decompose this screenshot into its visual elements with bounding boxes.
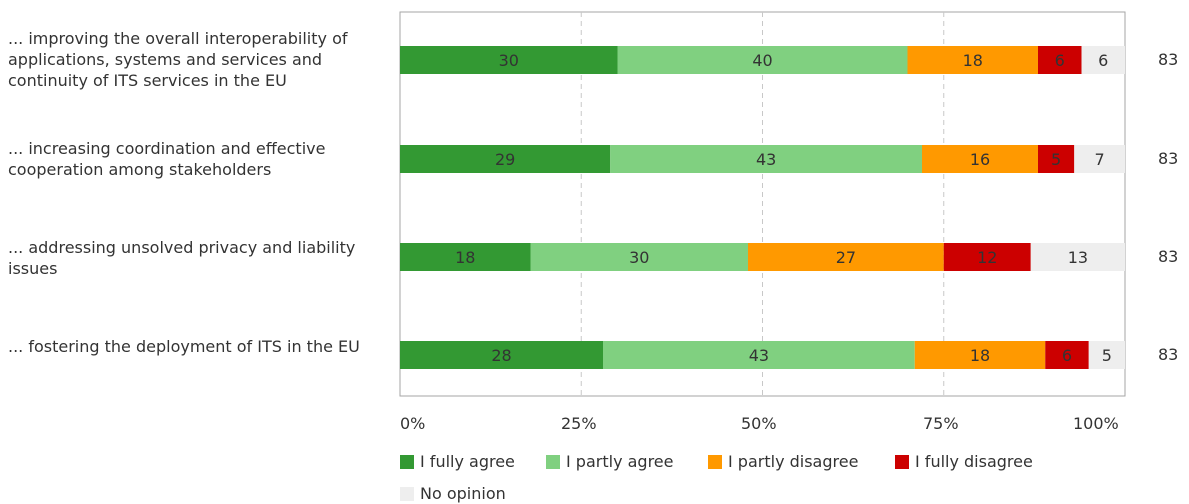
bar-segment [907, 46, 1038, 74]
legend-label: I partly agree [566, 452, 674, 471]
data-label: 18 [970, 346, 990, 365]
category-label-2: ... increasing coordination and effectiv… [8, 139, 326, 179]
bar-segment [530, 243, 748, 271]
legend-item-fully-agree: I fully agree [400, 452, 515, 471]
category-label-3: ... addressing unsolved privacy and liab… [8, 238, 356, 278]
data-label: 18 [963, 51, 983, 70]
legend-swatch [400, 486, 414, 501]
data-label: 13 [1068, 248, 1088, 267]
bar-segment [1038, 46, 1082, 74]
data-label: 43 [756, 150, 776, 169]
data-label: 18 [455, 248, 475, 267]
bar-segment [1081, 46, 1125, 74]
data-label: 6 [1062, 346, 1072, 365]
row-total-3: 83 [1158, 247, 1179, 266]
data-label: 6 [1055, 51, 1065, 70]
row-total-4: 83 [1158, 345, 1179, 364]
legend-swatch [895, 454, 909, 469]
legend-item-partly-agree: I partly agree [546, 452, 674, 471]
bar-segment [922, 145, 1038, 173]
x-tick-100: 100% [1073, 414, 1119, 433]
bar-segment [1045, 341, 1089, 369]
legend-item-no-opinion: No opinion [400, 484, 506, 503]
data-label: 43 [749, 346, 769, 365]
bar-segment [1030, 243, 1125, 271]
bar-segment [943, 243, 1031, 271]
x-tick-50: 50% [741, 414, 777, 433]
data-label: 5 [1051, 150, 1061, 169]
bar-segment [400, 243, 531, 271]
row-total-1: 83 [1158, 50, 1179, 69]
legend-label: No opinion [420, 484, 506, 503]
data-label: 5 [1102, 346, 1112, 365]
legend-label: I fully agree [420, 452, 515, 471]
legend-swatch [546, 454, 560, 469]
category-label-1: ... improving the overall interoperabili… [8, 29, 348, 90]
bar-segment [610, 145, 922, 173]
data-label: 7 [1095, 150, 1105, 169]
x-tick-25: 25% [561, 414, 597, 433]
bar-segment [914, 341, 1046, 369]
data-label: 30 [499, 51, 519, 70]
legend-label: I fully disagree [915, 452, 1033, 471]
legend-swatch [708, 454, 722, 469]
bar-segment [400, 145, 611, 173]
bar-segment [1074, 145, 1125, 173]
bar-segment [400, 341, 603, 369]
bar-segment [1038, 145, 1075, 173]
x-tick-0: 0% [400, 414, 426, 433]
data-label: 16 [970, 150, 990, 169]
data-label: 30 [629, 248, 649, 267]
data-label: 12 [977, 248, 997, 267]
legend-label: I partly disagree [728, 452, 859, 471]
data-label: 27 [836, 248, 856, 267]
data-label: 29 [495, 150, 515, 169]
row-total-2: 83 [1158, 149, 1179, 168]
category-label-4: ... fostering the deployment of ITS in t… [8, 337, 360, 356]
bar-segment [603, 341, 915, 369]
legend-item-fully-disagree: I fully disagree [895, 452, 1033, 471]
bar-segment [617, 46, 908, 74]
legend-item-partly-disagree: I partly disagree [708, 452, 858, 471]
bar-segment [400, 46, 618, 74]
x-tick-75: 75% [923, 414, 959, 433]
data-label: 28 [491, 346, 511, 365]
bar-segment [1088, 341, 1125, 369]
data-label: 6 [1098, 51, 1108, 70]
data-label: 40 [752, 51, 772, 70]
legend-swatch [400, 454, 414, 469]
bar-segment [748, 243, 944, 271]
